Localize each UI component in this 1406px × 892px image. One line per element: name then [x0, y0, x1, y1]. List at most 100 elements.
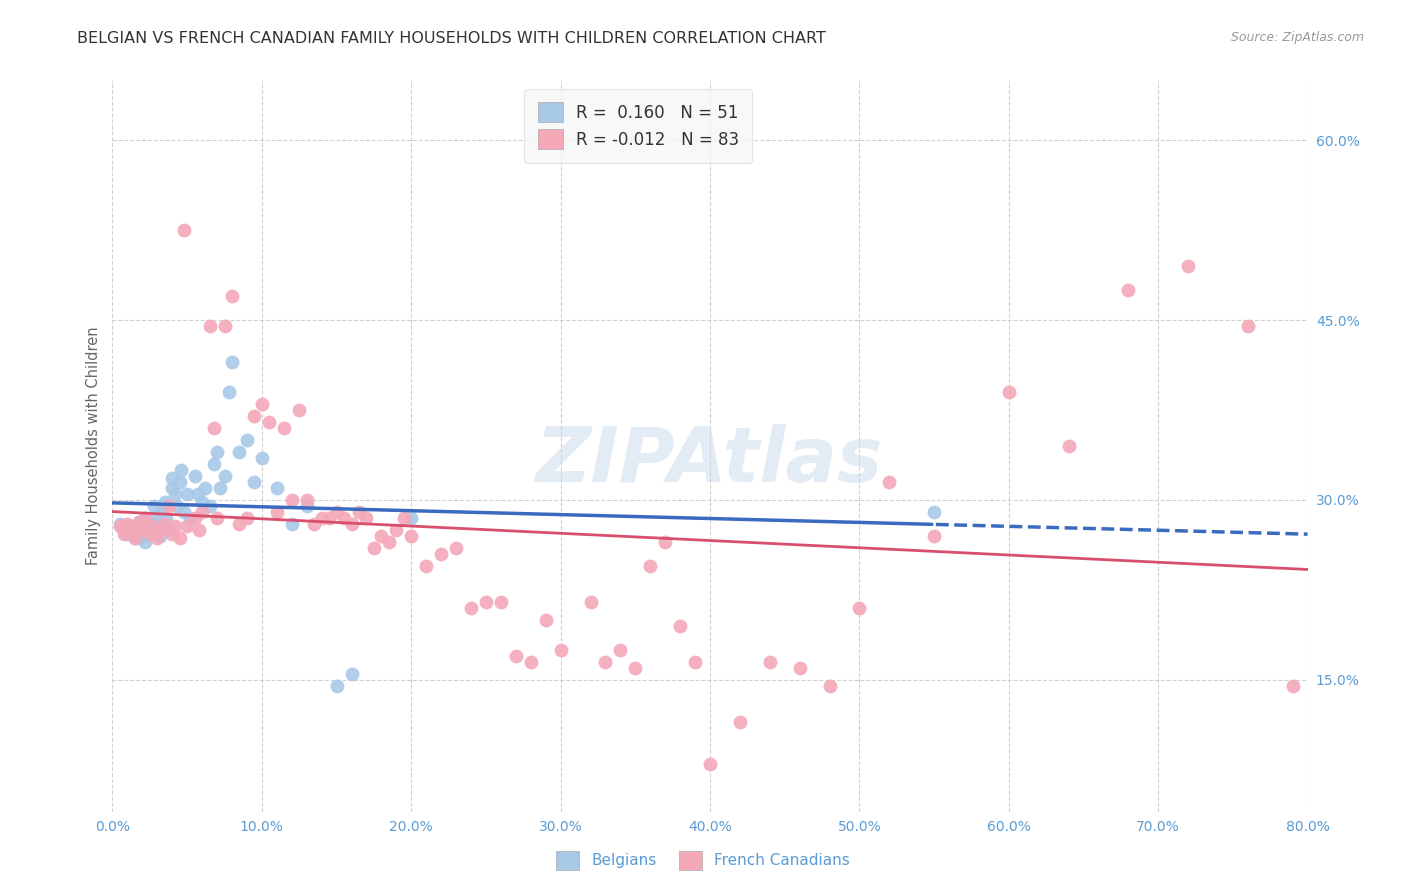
Point: [183, 469, 205, 483]
Point: [202, 457, 225, 471]
Point: [460, 600, 482, 615]
Point: [120, 523, 142, 537]
Point: [187, 487, 209, 501]
Point: [302, 516, 325, 531]
Point: [699, 756, 721, 771]
Point: [221, 289, 243, 303]
Point: [149, 523, 172, 537]
Point: [922, 505, 945, 519]
Point: [191, 495, 214, 509]
Point: [108, 519, 131, 533]
Point: [415, 558, 437, 573]
Point: [153, 495, 176, 509]
Text: ZIPAtlas: ZIPAtlas: [536, 424, 884, 498]
Point: [340, 516, 363, 531]
Point: [214, 319, 236, 334]
Point: [340, 666, 363, 681]
Point: [179, 511, 201, 525]
Point: [385, 523, 408, 537]
Point: [728, 714, 751, 729]
Point: [333, 511, 356, 525]
Point: [922, 529, 945, 543]
Point: [325, 679, 347, 693]
Point: [218, 385, 240, 400]
Point: [624, 661, 647, 675]
Point: [550, 643, 572, 657]
Point: [124, 532, 146, 546]
Point: [120, 519, 142, 533]
Point: [489, 595, 512, 609]
Point: [198, 499, 221, 513]
Point: [221, 355, 243, 369]
Point: [131, 522, 153, 536]
Point: [609, 643, 631, 657]
Point: [143, 499, 166, 513]
Point: [176, 487, 198, 501]
Point: [165, 519, 187, 533]
Point: [162, 471, 183, 485]
Point: [142, 519, 165, 533]
Point: [228, 516, 250, 531]
Point: [370, 529, 392, 543]
Point: [266, 505, 288, 519]
Point: [520, 655, 543, 669]
Point: [998, 385, 1021, 400]
Point: [640, 558, 662, 573]
Point: [347, 505, 370, 519]
Point: [401, 511, 423, 525]
Point: [378, 535, 401, 549]
Point: [243, 409, 266, 423]
Point: [108, 516, 131, 531]
Point: [150, 502, 173, 516]
Point: [259, 415, 281, 429]
Point: [128, 515, 150, 529]
Text: BELGIAN VS FRENCH CANADIAN FAMILY HOUSEHOLDS WITH CHILDREN CORRELATION CHART: BELGIAN VS FRENCH CANADIAN FAMILY HOUSEH…: [77, 31, 827, 46]
Point: [318, 511, 340, 525]
Y-axis label: Family Households with Children: Family Households with Children: [86, 326, 101, 566]
Point: [205, 511, 228, 525]
Point: [243, 475, 266, 489]
Point: [392, 511, 415, 525]
Point: [401, 529, 423, 543]
Point: [114, 523, 135, 537]
Point: [759, 655, 782, 669]
Point: [146, 511, 169, 525]
Legend: R =  0.160   N = 51, R = -0.012   N = 83: R = 0.160 N = 51, R = -0.012 N = 83: [524, 88, 752, 162]
Point: [1057, 439, 1080, 453]
Point: [273, 421, 295, 435]
Point: [162, 526, 183, 541]
Point: [117, 516, 139, 531]
Point: [595, 655, 617, 669]
Point: [155, 511, 177, 525]
Point: [311, 511, 333, 525]
Point: [683, 655, 706, 669]
Point: [166, 499, 188, 513]
Point: [198, 319, 221, 334]
Point: [170, 463, 193, 477]
Point: [1237, 319, 1260, 334]
Point: [266, 481, 288, 495]
Point: [228, 445, 250, 459]
Point: [173, 505, 195, 519]
Point: [169, 532, 191, 546]
Point: [114, 526, 135, 541]
Legend: Belgians, French Canadians: Belgians, French Canadians: [548, 843, 858, 877]
Point: [134, 511, 156, 525]
Point: [818, 679, 841, 693]
Point: [173, 223, 195, 237]
Point: [157, 499, 180, 513]
Point: [146, 519, 169, 533]
Point: [281, 492, 304, 507]
Point: [134, 535, 156, 549]
Point: [879, 475, 901, 489]
Point: [139, 526, 162, 541]
Point: [165, 487, 187, 501]
Point: [250, 450, 273, 465]
Point: [214, 469, 236, 483]
Point: [236, 433, 259, 447]
Point: [139, 523, 162, 537]
Point: [236, 511, 259, 525]
Point: [191, 505, 214, 519]
Point: [124, 532, 146, 546]
Point: [194, 481, 217, 495]
